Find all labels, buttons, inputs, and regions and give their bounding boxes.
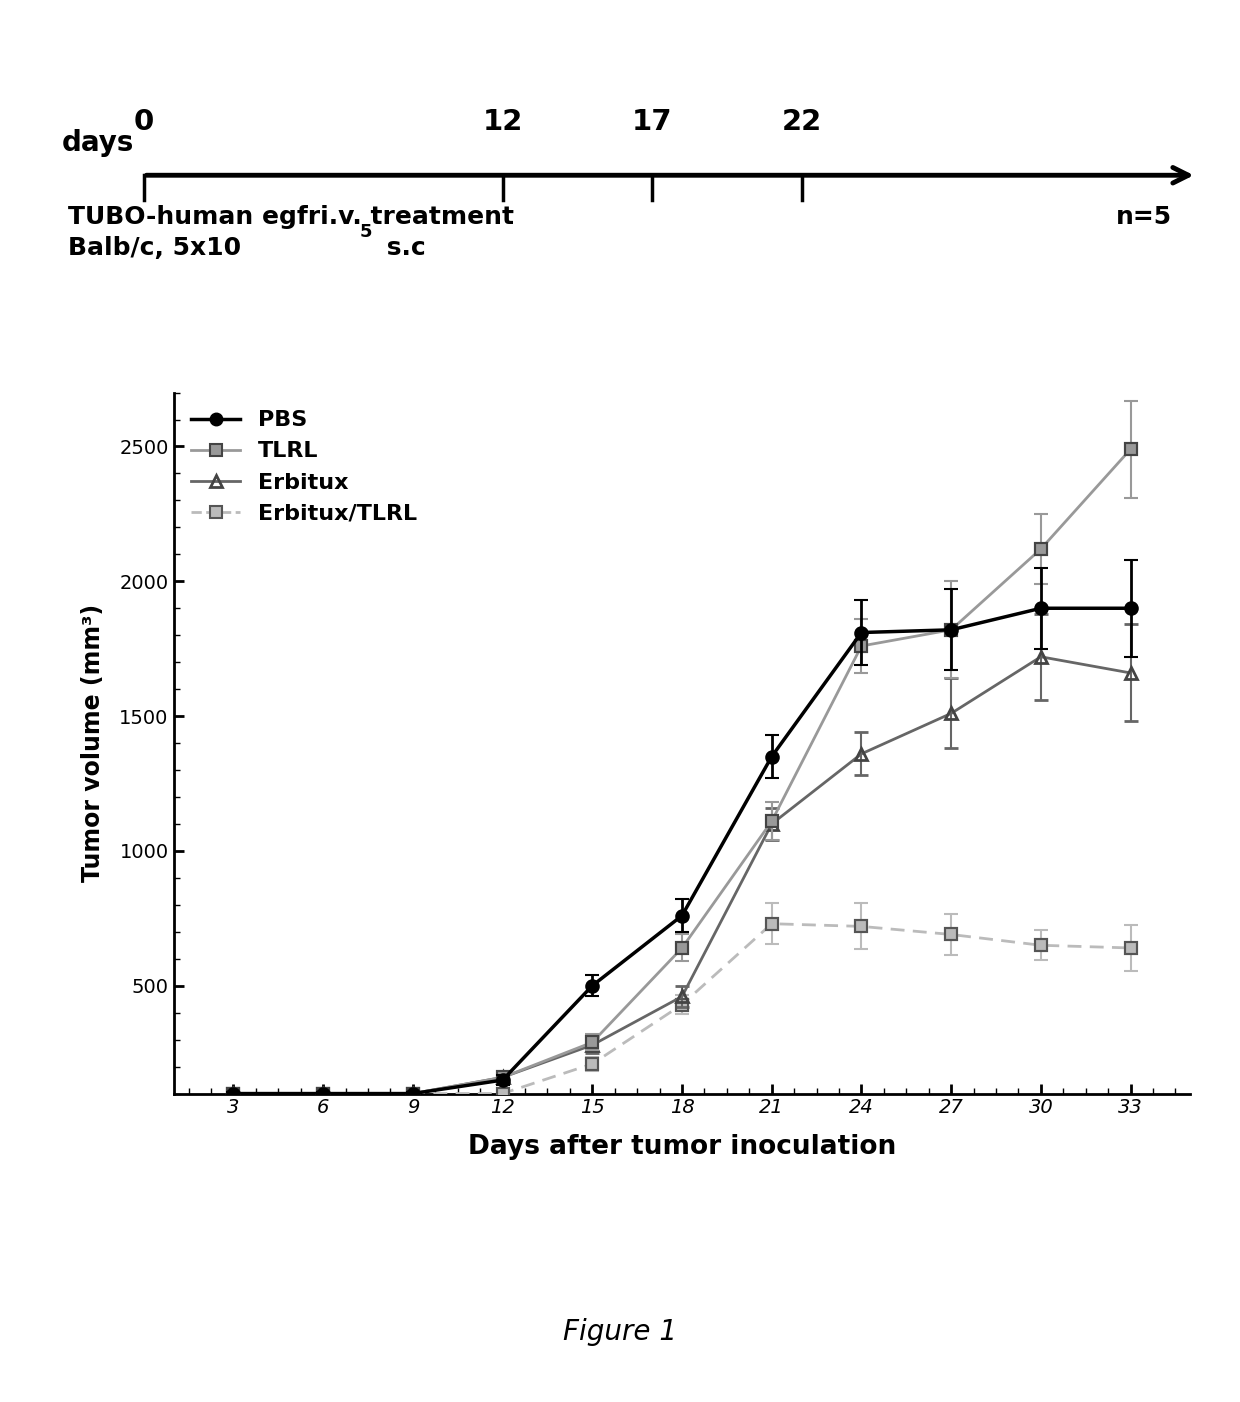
Text: days: days [62,129,134,157]
Text: s.c: s.c [378,236,427,261]
Text: Figure 1: Figure 1 [563,1318,677,1346]
Y-axis label: Tumor volume (mm³): Tumor volume (mm³) [82,604,105,882]
Text: 17: 17 [632,108,672,136]
Text: TUBO-human egfri.v. treatment: TUBO-human egfri.v. treatment [68,205,515,230]
X-axis label: Days after tumor inoculation: Days after tumor inoculation [467,1134,897,1159]
Text: 5: 5 [360,223,372,241]
Text: 12: 12 [482,108,523,136]
Text: n=5: n=5 [1116,205,1172,230]
Text: Balb/c, 5x10: Balb/c, 5x10 [68,236,242,261]
Text: 22: 22 [781,108,822,136]
Legend: PBS, TLRL, Erbitux, Erbitux/TLRL: PBS, TLRL, Erbitux, Erbitux/TLRL [185,404,424,530]
Text: 0: 0 [134,108,154,136]
